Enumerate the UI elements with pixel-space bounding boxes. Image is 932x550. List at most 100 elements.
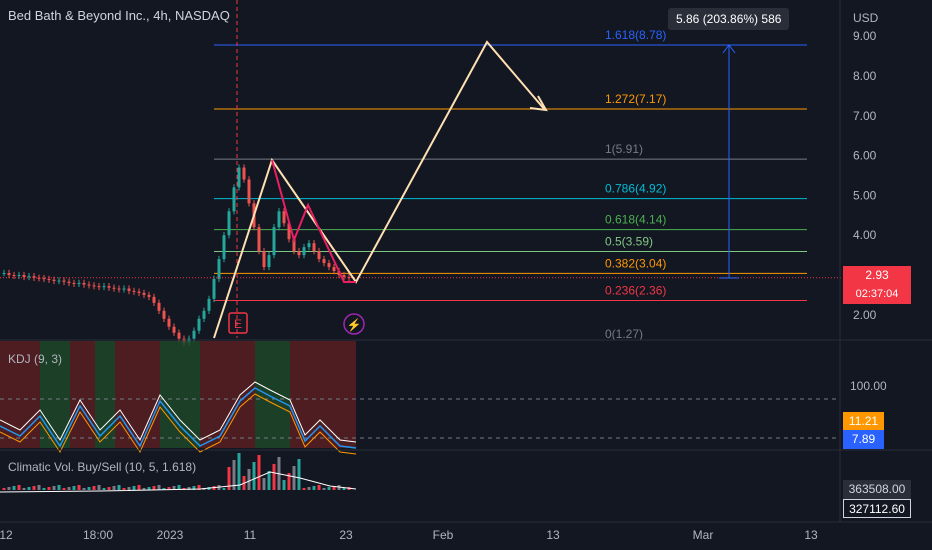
candle-body [202, 310, 206, 319]
candle-body [92, 285, 96, 287]
candle-body [312, 243, 316, 252]
candle-body [237, 167, 241, 188]
candle-body [82, 282, 86, 285]
candle-body [72, 282, 76, 284]
volume-bar [57, 485, 61, 490]
volume-bar [302, 488, 306, 490]
volume-bar [137, 485, 141, 490]
fib-level-label: 0.236(2.36) [605, 283, 666, 297]
price-tick: 2.00 [853, 308, 877, 322]
measure-arrow [722, 44, 736, 54]
candle-body [47, 278, 51, 280]
volume-bar [232, 460, 236, 490]
countdown-badge: 02:37:04 [843, 285, 911, 304]
volume-bar [282, 480, 286, 490]
volume-bar [247, 469, 251, 490]
kdj-pane [0, 339, 932, 455]
price-tick: 8.00 [853, 69, 877, 83]
candle-body [187, 338, 191, 343]
time-axis-label: 13 [804, 528, 818, 542]
pattern-outline[interactable] [271, 159, 356, 283]
candle-body [167, 318, 171, 327]
candle-body [267, 255, 271, 268]
candle-body [242, 167, 246, 180]
projection-arrowhead [529, 95, 548, 112]
time-axis-label: 12 [0, 528, 13, 542]
symbol-title[interactable]: Bed Bath & Beyond Inc., 4h, NASDAQ [8, 8, 230, 23]
kdj-k-line [0, 387, 357, 449]
candle-body [177, 332, 181, 339]
volume-bar [97, 485, 101, 490]
price-tick: 6.00 [853, 149, 877, 163]
candle-body [172, 326, 176, 333]
fibonacci-extension-tool[interactable]: 1.618(8.78) 1.272(7.17) 1(5.91) 0.786(4.92)… [214, 28, 807, 341]
volume-bar [92, 486, 96, 490]
volume-bar [102, 488, 106, 490]
volume-bar [262, 478, 266, 490]
dividend-icon[interactable] [343, 313, 365, 335]
candle-body [262, 251, 266, 268]
candle-body [292, 239, 296, 252]
volume-bar [67, 487, 71, 490]
axes: USD9.008.007.006.005.004.003.002.00100.0… [0, 0, 887, 542]
fib-level-label: 0.786(4.92) [605, 182, 666, 196]
candle-body [217, 259, 221, 279]
earnings-label: E [234, 317, 242, 331]
time-axis-label: Feb [433, 528, 454, 542]
measure-tooltip: 5.86 (203.86%) 586 [668, 8, 790, 30]
price-tick: 5.00 [853, 188, 877, 202]
candle-body [122, 288, 126, 290]
climatic-indicator-title[interactable]: Climatic Vol. Buy/Sell (10, 5, 1.618) [8, 460, 197, 474]
candle-body [197, 318, 201, 331]
candle-body [322, 259, 326, 264]
earnings-icon[interactable] [228, 312, 248, 334]
kdj-background-band [200, 341, 255, 448]
volume-bar [22, 488, 26, 490]
volume-ma-line [0, 471, 357, 493]
volume-bar [127, 487, 131, 490]
fib-level-label: 0(1.27) [605, 327, 643, 341]
kdj-indicator-title[interactable]: KDJ (9, 3) [8, 352, 63, 366]
candle-body [57, 280, 61, 282]
volume-bar [107, 487, 111, 490]
candle-body [232, 187, 236, 212]
candle-body [272, 227, 276, 256]
candle-body [97, 286, 101, 288]
kdj-background-band [290, 341, 356, 448]
volume-bar [17, 485, 21, 490]
pattern-drawings[interactable]: E ⚡ [213, 40, 739, 339]
volume-bar [122, 488, 126, 490]
candle-body [7, 273, 11, 275]
time-axis-label: 13 [546, 528, 560, 542]
price-tick: 7.00 [853, 109, 877, 123]
volume-bar [297, 459, 301, 490]
kdj-background-band [70, 341, 95, 448]
volume-bar [152, 486, 156, 490]
candle-body [282, 211, 286, 224]
time-axis-label: 18:00 [83, 528, 113, 542]
volume-bar [322, 488, 326, 490]
candle-body [212, 278, 216, 299]
candle-body [2, 273, 6, 275]
volume-bar [177, 485, 181, 490]
kdj-background-band [115, 341, 160, 448]
candle-body [137, 291, 141, 293]
volume-bar [82, 488, 86, 490]
candle-body [162, 310, 166, 319]
fib-level-label: 0.5(3.59) [605, 235, 653, 249]
kdj-j-value-badge: 11.21 [843, 412, 884, 431]
volume-bar [142, 488, 146, 490]
candle-body [247, 179, 251, 204]
candle-body [147, 294, 151, 297]
candle-body [257, 227, 261, 252]
candle-body [22, 275, 26, 277]
volume-bar [287, 473, 291, 490]
candle-body [17, 275, 21, 276]
climatic-value-2-badge: 327112.60 [843, 499, 911, 518]
candle-body [152, 296, 156, 303]
volume-bar [157, 485, 161, 490]
candle-body [107, 286, 111, 288]
volume-bar [32, 486, 36, 490]
kdj-j-line [0, 381, 357, 443]
